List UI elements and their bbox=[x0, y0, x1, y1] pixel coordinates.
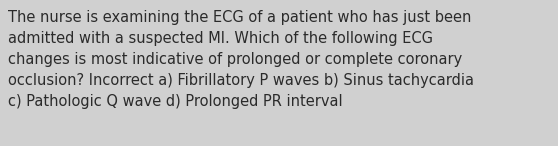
Text: The nurse is examining the ECG of a patient who has just been
admitted with a su: The nurse is examining the ECG of a pati… bbox=[8, 10, 474, 109]
